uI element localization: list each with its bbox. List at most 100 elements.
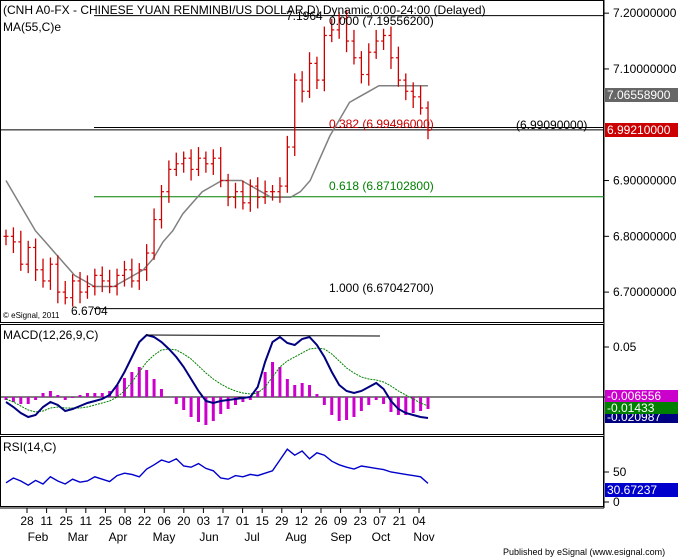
price-bar bbox=[18, 230, 24, 271]
x-tick-label: 07 bbox=[373, 514, 387, 528]
price-bar bbox=[381, 28, 387, 50]
x-tick-label: 11 bbox=[40, 514, 53, 528]
macd-panel bbox=[0, 324, 604, 435]
svg-text:6.99210000: 6.99210000 bbox=[607, 123, 671, 137]
price-y-tick-label: 7.20000000 bbox=[613, 6, 677, 20]
x-month-label: Mar bbox=[68, 530, 89, 544]
price-bar bbox=[292, 73, 298, 156]
low-annotation: 6.6704 bbox=[71, 304, 108, 318]
x-tick-label: 08 bbox=[118, 514, 132, 528]
price-bar bbox=[136, 263, 142, 290]
macd-series bbox=[0, 333, 604, 425]
fibonacci-levels bbox=[0, 15, 604, 310]
x-tick-label: 25 bbox=[99, 514, 113, 528]
close-value-box: 6.99210000 bbox=[605, 123, 678, 137]
rsi-value-box: 30.67237 bbox=[605, 483, 678, 497]
price-y-tick-label: 6.70000000 bbox=[613, 285, 677, 299]
signal-value-box: -0.01433 bbox=[605, 401, 678, 415]
price-bar bbox=[10, 227, 16, 254]
x-month-label: Jul bbox=[244, 530, 259, 544]
x-tick-label: 26 bbox=[314, 514, 328, 528]
x-month-label: Apr bbox=[109, 530, 128, 544]
fib-382-label: 0.382 (6.99496000) bbox=[329, 117, 434, 131]
price-bar bbox=[373, 29, 379, 59]
fib-1000-label: 1.000 (6.67042700) bbox=[329, 281, 434, 295]
price-y-axis: 7.20000000 7.10000000 6.90000000 6.80000000… bbox=[604, 6, 677, 299]
rsi-y-axis: 50 0 bbox=[604, 465, 627, 509]
x-tick-label: 12 bbox=[295, 514, 309, 528]
price-bar bbox=[247, 179, 253, 212]
price-bar bbox=[121, 260, 127, 287]
price-bar bbox=[47, 257, 53, 290]
price-bar bbox=[70, 274, 76, 307]
rsi-panel bbox=[0, 436, 604, 507]
price-bar bbox=[329, 18, 335, 43]
price-bar bbox=[129, 258, 135, 288]
svg-text:7.06558900: 7.06558900 bbox=[607, 88, 671, 102]
price-bar bbox=[351, 29, 357, 65]
price-bar bbox=[299, 71, 305, 103]
x-tick-label: 20 bbox=[177, 514, 191, 528]
price-bar bbox=[195, 147, 201, 177]
price-bar bbox=[218, 147, 224, 188]
price-bar bbox=[262, 180, 268, 204]
x-tick-label: 15 bbox=[256, 514, 270, 528]
chart-title: (CNH A0-FX - CHINESE YUAN RENMINBI/US DO… bbox=[3, 3, 486, 17]
price-bar bbox=[366, 43, 372, 86]
fib-0-label: 0.000 (7.19556200) bbox=[329, 14, 434, 28]
x-month-label: Feb bbox=[28, 530, 49, 544]
price-bar bbox=[403, 73, 409, 101]
price-bar bbox=[203, 151, 209, 173]
price-bar bbox=[358, 51, 364, 84]
price-bar bbox=[240, 180, 246, 210]
price-bar bbox=[233, 182, 239, 209]
price-bar bbox=[99, 266, 105, 293]
horizontal-line-label: (6.99090000) bbox=[516, 118, 587, 132]
rsi-line bbox=[5, 448, 429, 487]
high-annotation: 7.1964 bbox=[286, 9, 323, 23]
x-tick-label: 29 bbox=[275, 514, 289, 528]
x-tick-label: 17 bbox=[216, 514, 230, 528]
ma-label: MA(55,C)e bbox=[3, 20, 61, 34]
ma-polyline bbox=[5, 84, 428, 288]
price-y-tick-label: 6.80000000 bbox=[613, 229, 677, 243]
price-bar bbox=[307, 52, 313, 98]
x-tick-label: 28 bbox=[20, 514, 34, 528]
x-tick-label: 04 bbox=[412, 514, 426, 528]
price-bars bbox=[3, 9, 431, 307]
price-bar bbox=[158, 184, 164, 229]
price-bar bbox=[33, 238, 39, 281]
price-bar bbox=[336, 12, 342, 39]
price-bar bbox=[40, 258, 46, 288]
price-y-tick-label: 6.90000000 bbox=[613, 174, 677, 188]
price-bar bbox=[62, 280, 68, 305]
price-bar bbox=[166, 160, 172, 203]
price-bar bbox=[425, 101, 431, 140]
x-tick-label: 06 bbox=[158, 514, 172, 528]
price-bar bbox=[284, 135, 290, 193]
macd-line bbox=[5, 333, 429, 419]
svg-text:30.67237: 30.67237 bbox=[607, 483, 657, 497]
ma-value-box: 7.06558900 bbox=[605, 88, 678, 102]
macd-trendline bbox=[146, 334, 381, 337]
x-tick-label: 01 bbox=[236, 514, 250, 528]
ma-line bbox=[5, 84, 428, 288]
x-month-label: Jun bbox=[199, 530, 218, 544]
macd-label: MACD(12,26,9,C) bbox=[3, 328, 98, 342]
price-bar bbox=[321, 26, 327, 92]
x-tick-label: 25 bbox=[60, 514, 74, 528]
price-bar bbox=[344, 9, 350, 53]
x-tick-label: 21 bbox=[393, 514, 407, 528]
price-bar bbox=[144, 244, 150, 281]
watermark: © eSignal, 2011 bbox=[3, 311, 60, 320]
price-bar bbox=[173, 152, 179, 177]
price-bar bbox=[255, 177, 261, 209]
price-bar bbox=[270, 184, 276, 201]
price-bar bbox=[410, 82, 416, 108]
price-bar bbox=[92, 268, 98, 296]
price-bar bbox=[3, 229, 9, 246]
price-bar bbox=[314, 56, 320, 90]
price-bar bbox=[107, 269, 113, 294]
x-month-label: Oct bbox=[372, 530, 391, 544]
